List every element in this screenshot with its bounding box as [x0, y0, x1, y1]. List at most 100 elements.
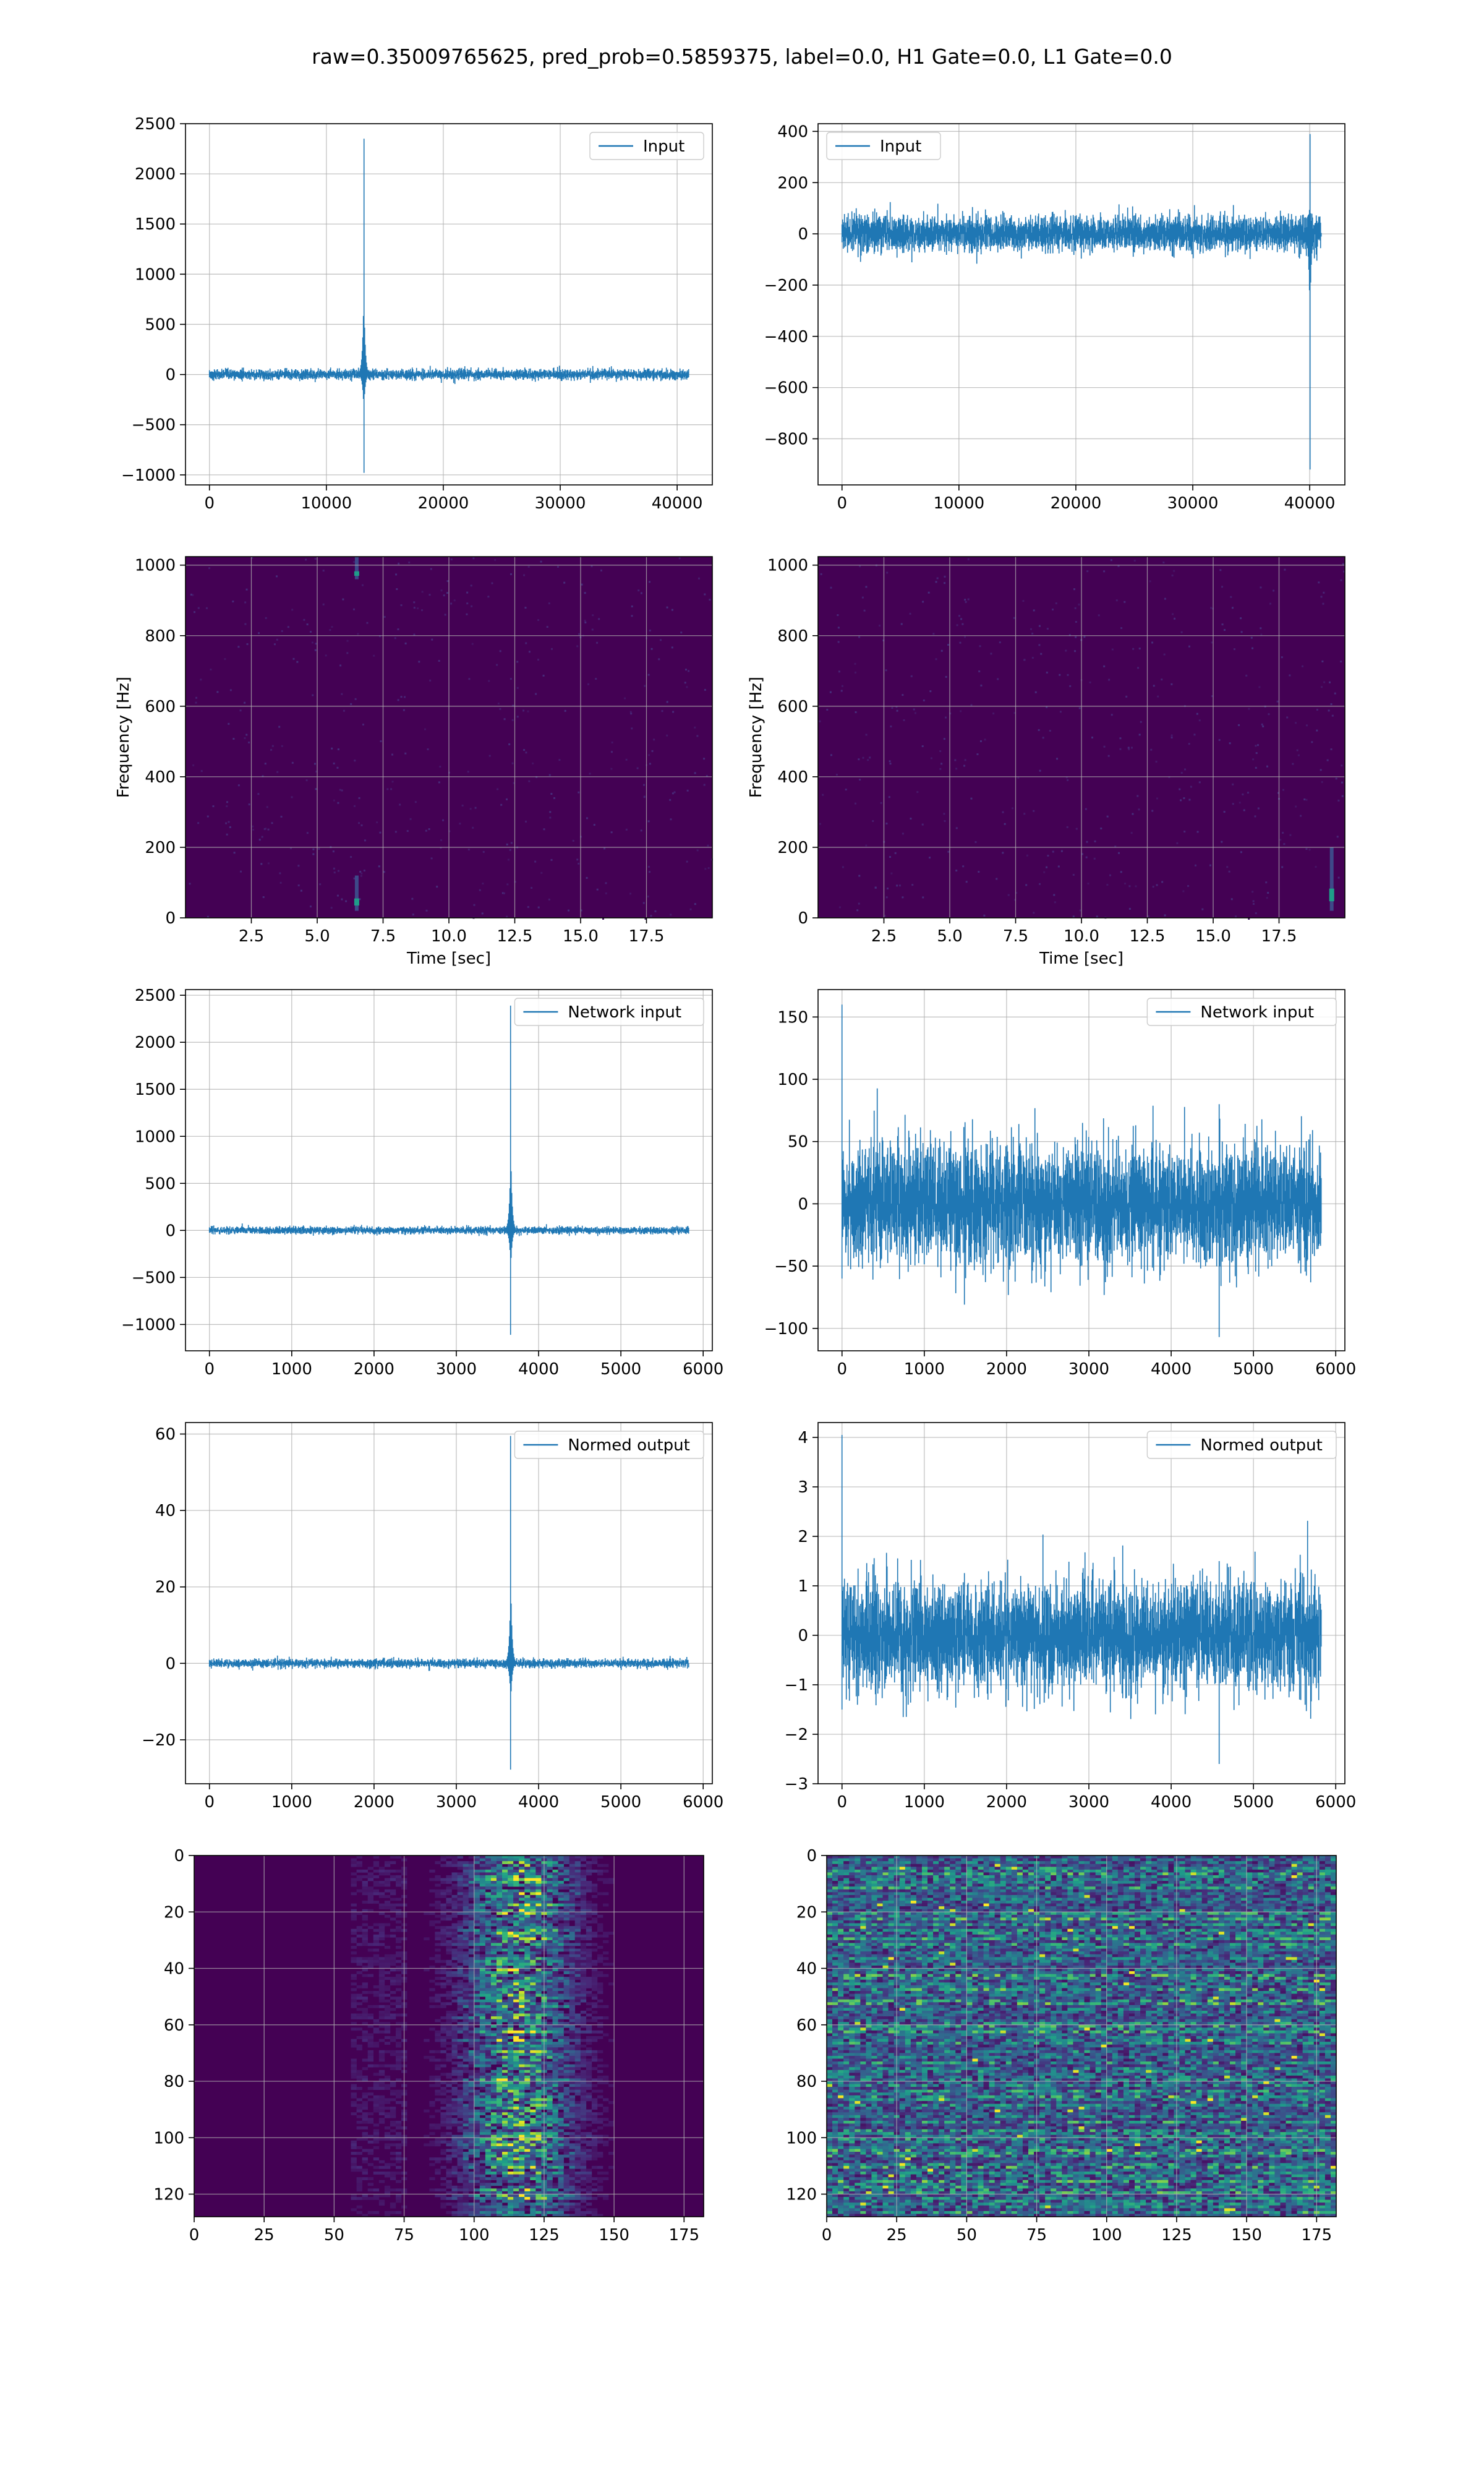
chart-row5-left-cell — [384, 2185, 391, 2189]
chart-row5-left-cell — [457, 1954, 463, 1958]
chart-row2-right-speckle — [1033, 912, 1035, 914]
chart-row5-left-cell — [530, 1892, 536, 1896]
chart-row5-left-cell — [457, 2149, 463, 2152]
chart-row5-left-cell — [603, 2143, 609, 2147]
chart-row5-left-cell — [490, 2140, 497, 2144]
chart-row5-left-cell — [552, 2008, 558, 2011]
chart-row5-left-cell — [508, 2027, 514, 2031]
chart-row5-left-cell — [563, 1957, 569, 1961]
chart-row5-left-cell — [446, 2109, 452, 2113]
chart-row5-left-cell — [479, 2084, 486, 2087]
chart-row2-left-speckle — [244, 737, 246, 739]
chart-row5-left-cell — [502, 1875, 508, 1878]
chart-row2-right-speckle — [1252, 758, 1255, 761]
chart-row5-left-cell — [519, 2134, 525, 2138]
chart-row2-left-ylabel: Frequency [Hz] — [114, 677, 133, 798]
chart-row5-left-cell — [474, 2168, 480, 2172]
chart-row5-left-cell — [502, 1906, 508, 1909]
chart-row5-left-cell — [440, 2027, 446, 2031]
chart-row5-left-cell — [356, 2013, 362, 2017]
chart-row3-left-legend-box — [514, 998, 704, 1026]
chart-row5-left-cell — [390, 1898, 396, 1901]
chart-row5-left-cell — [496, 2055, 503, 2059]
chart-row2-left-speckle — [270, 748, 273, 751]
chart-row2-right-speckle — [1133, 559, 1136, 562]
chart-row2-right-speckle — [1257, 807, 1260, 810]
chart-row5-left-cell — [496, 2002, 503, 2006]
chart-row5-left-cell — [535, 2016, 542, 2019]
chart-row2-left-speckle — [391, 781, 394, 783]
chart-row5-left-cell — [580, 2107, 587, 2110]
chart-row5-left-cell — [367, 2140, 374, 2144]
chart-row5-left-cell — [485, 2002, 492, 2006]
chart-row5-left-cell — [558, 2163, 564, 2167]
chart-row3-left-series-line — [208, 1005, 689, 1335]
chart-row5-left-cell — [547, 1881, 553, 1884]
chart-row5-left-cell — [547, 2191, 553, 2194]
chart-row5-left-cell — [535, 2044, 542, 2048]
chart-row2-left-speckle — [694, 903, 696, 905]
chart-row5-left-cell — [446, 1881, 452, 1884]
chart-row2-left-speckle — [649, 581, 651, 583]
chart-row5-left-cell — [451, 2146, 458, 2149]
chart-row2-left-speckle — [488, 755, 491, 757]
chart-row2-right-speckle — [1171, 734, 1173, 737]
chart-row5-left-cell — [468, 2053, 475, 2057]
chart-row2-right-speckle — [1337, 876, 1340, 879]
chart-row5-left-cell — [496, 1948, 503, 1952]
chart-row5-left-cell — [558, 2165, 564, 2169]
chart-row5-left-cell — [373, 2022, 380, 2026]
chart-row5-left-cell — [502, 2185, 508, 2189]
chart-row5-left-cell — [508, 2129, 514, 2133]
chart-row5-left-cell — [574, 2061, 581, 2065]
chart-row5-left-cell — [508, 2061, 514, 2065]
chart-row5-left-cell — [608, 1878, 615, 1881]
chart-row2-left-speckle — [246, 643, 249, 645]
chart-row5-left-cell — [535, 1982, 542, 1986]
chart-row5-left-cell — [580, 1906, 587, 1909]
chart-row5-left-cell — [451, 2024, 458, 2028]
chart-row2-left-speckle — [425, 909, 428, 912]
chart-row5-left-cell — [378, 1932, 385, 1935]
chart-row5-left-cell — [519, 1856, 525, 1859]
chart-row5-left-cell — [569, 1988, 576, 1992]
chart-row5-left-cell — [490, 2177, 497, 2180]
chart-row5-left-cell — [552, 1999, 558, 2003]
chart-row5-left-cell — [524, 2126, 531, 2129]
chart-row2-right-speckle — [1124, 883, 1127, 885]
chart-row5-left-cell — [519, 2177, 525, 2180]
chart-row5-left-cell — [496, 1977, 503, 1980]
chart-row5-left-cell — [552, 2070, 558, 2073]
chart-row5-left-cell — [569, 1872, 576, 1876]
chart-row2-left-speckle — [631, 615, 633, 617]
chart-row5-left-cell — [351, 2075, 357, 2079]
chart-row5-left-cell — [502, 2100, 508, 2104]
chart-row5-left-cell — [457, 2098, 463, 2102]
chart-row5-left-cell — [457, 2194, 463, 2198]
chart-row5-left-cell — [586, 2191, 592, 2194]
chart-row2-right-speckle — [1266, 897, 1268, 899]
chart-row5-left-cell — [463, 1940, 469, 1943]
chart-row5-left-cell — [485, 1993, 492, 1997]
chart-row2-right-speckle — [955, 827, 958, 829]
chart-row5-left-cell — [356, 1997, 362, 2000]
chart-row5-left-cell — [367, 1965, 374, 1969]
chart-row4-left-ytick-label: 0 — [165, 1654, 176, 1673]
chart-row5-left-cell — [558, 2022, 564, 2026]
chart-row5-left-cell — [586, 2098, 592, 2102]
chart-row5-left-cell — [530, 1909, 536, 1912]
chart-row5-left-cell — [502, 1909, 508, 1912]
chart-row5-left-cell — [362, 2030, 369, 2034]
chart-row5-left-cell — [591, 1985, 598, 1988]
chart-row2-right-speckle — [1252, 647, 1254, 649]
chart-row5-left-cell — [356, 2197, 362, 2200]
chart-row5-left-cell — [446, 2075, 452, 2079]
chart-row5-left-cell — [362, 1892, 369, 1896]
chart-row2-left-speckle — [470, 584, 472, 587]
chart-row2-right-speckle — [978, 871, 980, 873]
chart-row5-left-cell — [451, 1951, 458, 1954]
chart-row5-left-cell — [558, 1923, 564, 1927]
chart-row5-left-cell — [485, 2010, 492, 2014]
chart-row5-left-cell — [390, 2120, 396, 2124]
chart-row5-left-cell — [485, 2129, 492, 2133]
